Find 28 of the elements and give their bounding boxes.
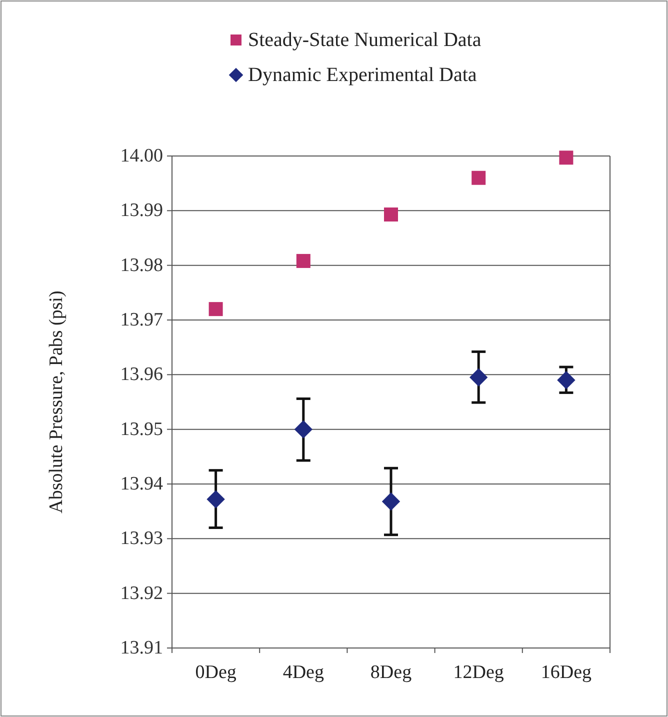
point <box>557 371 576 390</box>
y-tick-label: 13.93 <box>120 528 163 550</box>
y-tick-label: 13.91 <box>120 638 163 658</box>
point <box>472 170 486 185</box>
point <box>296 254 310 268</box>
point <box>470 368 488 386</box>
y-tick-label: 14.00 <box>120 146 163 166</box>
point <box>294 420 312 438</box>
y-tick-label: 13.96 <box>120 364 163 386</box>
x-tick-label: 0Deg <box>195 662 237 683</box>
x-tick-label: 16Deg <box>540 662 592 683</box>
y-tick-label: 13.98 <box>120 254 163 276</box>
y-tick-label: 13.97 <box>120 310 163 330</box>
point <box>208 302 223 316</box>
point <box>559 150 574 165</box>
point <box>206 490 225 508</box>
legend-label: Steady-State Numerical Data <box>248 29 482 51</box>
x-tick-label: 4Deg <box>282 662 324 683</box>
y-tick-label: 13.94 <box>120 474 164 494</box>
y-tick-label: 13.92 <box>120 582 163 604</box>
y-tick-label: 13.95 <box>120 418 163 440</box>
x-tick-label: 8Deg <box>370 662 412 683</box>
y-tick-label: 13.99 <box>120 200 163 222</box>
legend-label: Dynamic Experimental Data <box>248 64 477 86</box>
y-axis-title: Absolute Pressure, Pabs (psi) <box>46 290 67 514</box>
point <box>384 207 398 222</box>
x-tick-label: 12Deg <box>453 662 504 683</box>
point <box>382 492 400 511</box>
